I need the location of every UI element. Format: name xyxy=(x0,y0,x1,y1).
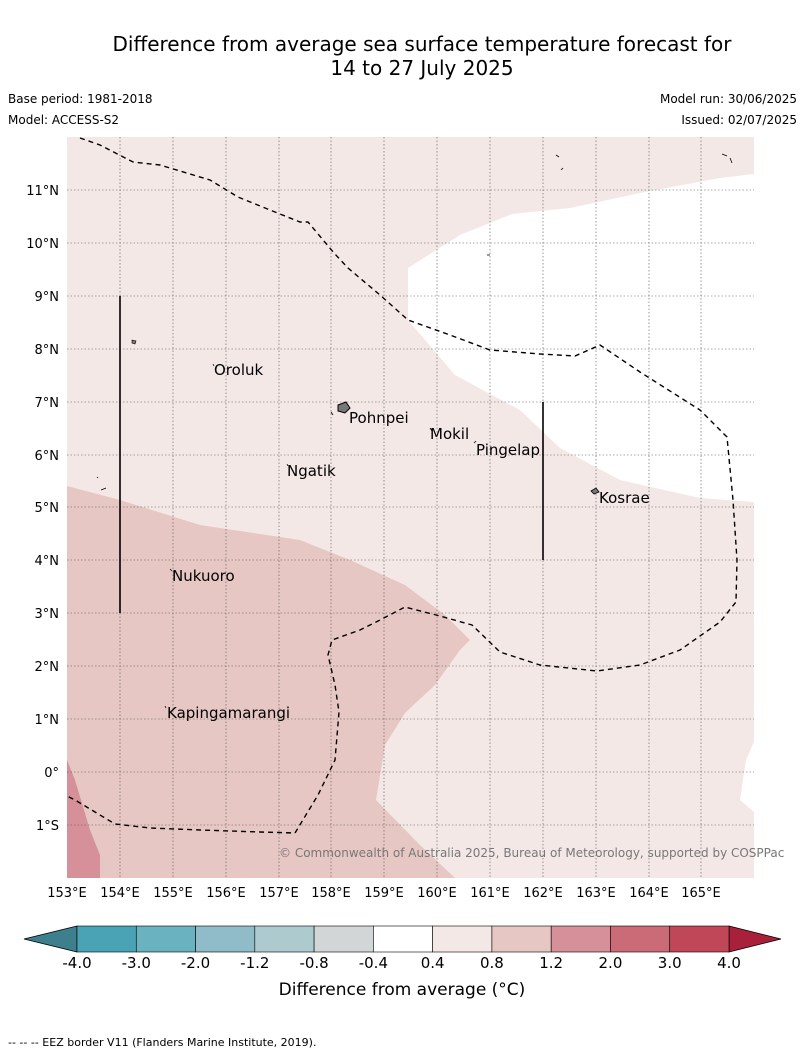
eez-borders xyxy=(67,137,738,834)
lon-label: 161°E xyxy=(470,886,510,901)
colorbar-bin xyxy=(669,925,730,953)
copyright-notice: © Commonwealth of Australia 2025, Bureau… xyxy=(279,846,784,860)
place-label-oroluk: Oroluk xyxy=(214,361,263,379)
lat-label: 9°N xyxy=(35,290,60,305)
colorbar-tick-label: 2.0 xyxy=(599,954,623,972)
atoll-marks xyxy=(96,153,733,709)
model-name: Model: ACCESS-S2 xyxy=(8,113,120,127)
lon-label: 164°E xyxy=(629,886,669,901)
lon-label: 158°E xyxy=(311,886,351,901)
eez-legend-note: -- -- -- EEZ border V11 (Flanders Marine… xyxy=(8,1036,317,1049)
place-label-ngatik: Ngatik xyxy=(287,462,336,480)
base-period: Base period: 1981-2018 xyxy=(8,92,153,106)
colorbar-bin xyxy=(76,925,137,953)
lat-label: 0° xyxy=(44,766,59,781)
map-plot-area xyxy=(67,137,754,878)
lat-label: 10°N xyxy=(26,237,59,252)
colorbar-bin xyxy=(610,925,671,953)
lat-label: 6°N xyxy=(35,449,60,464)
lon-label: 163°E xyxy=(576,886,616,901)
colorbar-tick-label: 1.2 xyxy=(539,954,563,972)
place-label-pohnpei: Pohnpei xyxy=(349,409,409,427)
map-title: Difference from average sea surface temp… xyxy=(0,32,804,80)
latitude-labels: 11°N 10°N 9°N 8°N 7°N 6°N 5°N 4°N 3°N 2°… xyxy=(26,184,59,834)
colorbar-bin xyxy=(254,925,315,953)
small-island-north-west xyxy=(131,339,137,345)
colorbar-tick-label: -1.2 xyxy=(240,954,269,972)
title-line-2: 14 to 27 July 2025 xyxy=(330,56,514,80)
colorbar-tick-label: 4.0 xyxy=(717,954,741,972)
longitude-labels: 153°E 154°E 155°E 156°E 157°E 158°E 159°… xyxy=(47,886,721,901)
lon-label: 160°E xyxy=(417,886,457,901)
lat-label: 1°N xyxy=(35,713,60,728)
colorbar-label: Difference from average (°C) xyxy=(278,980,526,1000)
pohnpei-island xyxy=(337,401,351,414)
lon-label: 157°E xyxy=(259,886,299,901)
lat-label: 1°S xyxy=(36,819,59,834)
field-0-8-to-1-2 xyxy=(67,486,470,878)
lat-label: 2°N xyxy=(35,660,60,675)
lat-label: 11°N xyxy=(26,184,59,199)
colorbar-bin xyxy=(491,925,552,953)
place-labels: Oroluk Pohnpei Mokil Pingelap Ngatik Kos… xyxy=(167,361,650,722)
lat-label: 3°N xyxy=(35,607,60,622)
field-near-average-east xyxy=(740,742,754,812)
colorbar-tick-label: 0.4 xyxy=(421,954,445,972)
colorbar-under-arrow xyxy=(23,925,78,953)
model-run: Model run: 30/06/2025 xyxy=(659,92,797,106)
colorbar-bin xyxy=(373,925,433,953)
lon-label: 153°E xyxy=(47,886,87,901)
colorbar-tick-label: -0.4 xyxy=(359,954,388,972)
colorbar-bin xyxy=(195,925,256,953)
colorbar-bin xyxy=(432,925,493,953)
lon-label: 156°E xyxy=(206,886,246,901)
lat-label: 7°N xyxy=(35,396,60,411)
place-label-nukuoro: Nukuoro xyxy=(172,567,235,585)
colorbar-tick-label: 3.0 xyxy=(658,954,682,972)
colorbar-bin xyxy=(550,925,611,953)
lat-label: 5°N xyxy=(35,501,60,516)
lon-label: 165°E xyxy=(681,886,721,901)
title-line-1: Difference from average sea surface temp… xyxy=(112,32,732,56)
colorbar-tick-label: -3.0 xyxy=(122,954,151,972)
place-label-mokil: Mokil xyxy=(430,425,469,443)
colorbar-bin xyxy=(135,925,196,953)
colorbar-bin xyxy=(313,925,374,953)
colorbar: -4.0 -3.0 -2.0 -1.2 -0.8 -0.4 0.4 0.8 1.2 2.0 3.0 4… xyxy=(23,925,782,972)
lon-label: 155°E xyxy=(153,886,193,901)
lat-label: 4°N xyxy=(35,554,60,569)
colorbar-over-arrow xyxy=(728,925,782,953)
colorbar-tick-label: -2.0 xyxy=(181,954,210,972)
kosrae-island xyxy=(590,487,600,495)
colorbar-tick-label: 0.8 xyxy=(480,954,504,972)
lon-label: 159°E xyxy=(364,886,404,901)
lon-label: 154°E xyxy=(100,886,140,901)
field-near-average-north xyxy=(408,174,754,502)
graticule xyxy=(67,137,754,878)
issued-date: Issued: 02/07/2025 xyxy=(681,113,797,127)
colorbar-tick-label: -0.8 xyxy=(299,954,328,972)
place-label-kosrae: Kosrae xyxy=(599,489,650,507)
lon-label: 162°E xyxy=(523,886,563,901)
lat-label: 8°N xyxy=(35,343,60,358)
field-1-2-to-2-0 xyxy=(67,760,100,878)
colorbar-tick-label: -4.0 xyxy=(62,954,91,972)
place-label-kapingamarangi: Kapingamarangi xyxy=(167,704,290,722)
place-label-pingelap: Pingelap xyxy=(476,441,540,459)
